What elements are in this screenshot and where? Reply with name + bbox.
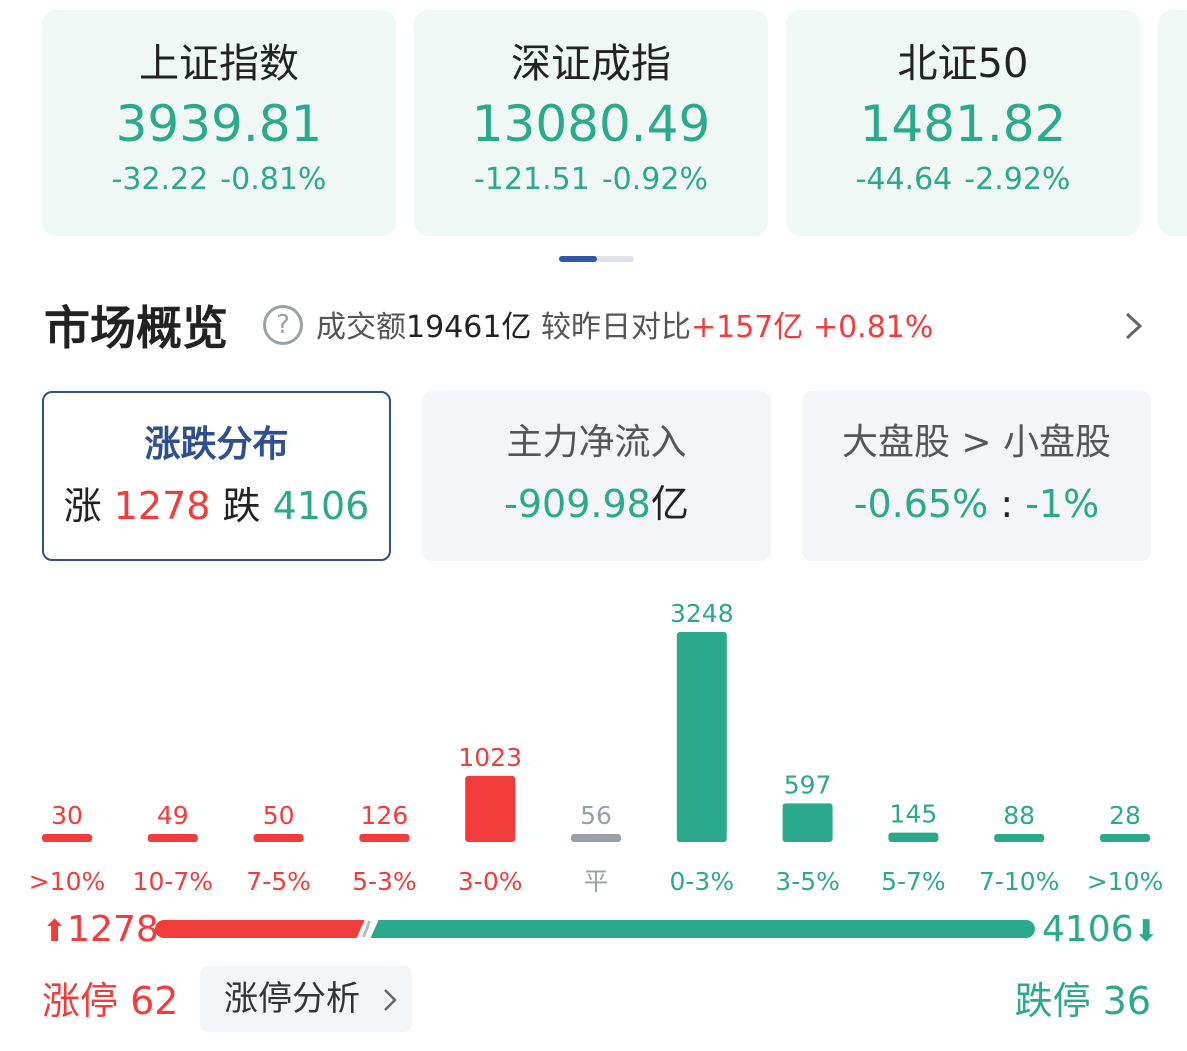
index-change: -32.22 -0.81% [42,162,396,198]
index-change-pct: -2.92% [964,162,1071,197]
inflow-value: -909.98 [504,482,651,526]
bar-value-label: 28 [1109,801,1141,830]
category-label: >10% [1087,867,1164,896]
index-card-bse50[interactable]: 北证50 1481.82 -44.64 -2.92% [786,10,1140,236]
down-total: 4106⬇ [1042,908,1159,954]
bar-value-label: 49 [157,801,189,830]
index-change-points: -44.64 [855,162,953,197]
turnover-label: 成交额 [316,310,406,345]
index-name: 北证50 [897,41,1029,87]
analysis-label: 涨停分析 [224,979,360,1019]
category-label: 0-3% [670,867,735,896]
index-change-points: -121.51 [474,162,590,197]
limit-up-analysis-button[interactable]: 涨停分析 [200,966,412,1032]
category-label: 3-0% [458,867,523,896]
bar-4 [465,775,516,842]
down-count: 4106 [272,484,370,528]
category-label: 7-5% [246,867,311,896]
bar-value-label: 145 [890,800,938,829]
index-name: 上证指数 [139,41,299,87]
bar-value-label: 126 [361,801,409,830]
index-change-pct: -0.81% [220,162,327,197]
arrow-up-icon: ⬆ [42,914,68,949]
section-title: 市场概览 [44,301,228,355]
category-label: 5-7% [881,867,946,896]
index-name: 深证成指 [511,41,671,87]
up-count: 1278 [113,484,211,528]
carousel-pager-active [559,256,597,262]
chevron-right-icon [384,989,397,1011]
bar-value-label: 1023 [458,743,522,772]
bar-value-label: 30 [51,801,83,830]
bar-10 [1100,834,1150,842]
index-value: 1481.82 [859,95,1067,153]
category-label: 5-3% [352,867,417,896]
index-change-points: -32.22 [111,162,209,197]
bar-value-label: 88 [1003,801,1035,830]
down-ratio-segment [370,920,1035,938]
tab-title: 涨跌分布 [144,424,289,465]
index-value: 3939.81 [115,95,323,153]
index-change: -44.64 -2.92% [786,162,1140,198]
down-label: 跌 [222,484,261,528]
bar-value-label: 56 [580,801,612,830]
compare-pct: +0.81% [812,310,934,345]
bar-1 [147,834,198,842]
bar-value-label: 597 [784,770,832,799]
index-change: -121.51 -0.92% [414,162,768,198]
tab-large-vs-small[interactable]: 大盘股 > 小盘股 -0.65% : -1% [802,391,1151,561]
index-card-szse[interactable]: 深证成指 13080.49 -121.51 -0.92% [414,10,768,236]
tab-distribution[interactable]: 涨跌分布 涨 1278 跌 4106 [42,391,391,561]
index-value: 13080.49 [471,95,711,153]
limit-down-count: 跌停 36 [1014,979,1151,1023]
up-down-ratio-bar [155,920,1035,938]
bar-0 [42,834,92,842]
limit-up-count: 涨停 62 [42,979,179,1023]
tab-title: 主力净流入 [506,422,687,463]
tab-value: -0.65% : -1% [802,481,1151,527]
large-cap-pct: -0.65% [853,482,989,526]
up-total: ⬆1278 [42,908,159,954]
inflow-unit: 亿 [650,482,689,526]
cap-separator: : [1000,482,1014,526]
category-label: 7-10% [979,867,1060,896]
index-card-sse[interactable]: 上证指数 3939.81 -32.22 -0.81% [42,10,396,236]
compare-value: +157亿 [690,310,804,345]
category-label: 3-5% [775,867,840,896]
bar-5 [571,834,621,842]
ratio-divider [362,920,371,938]
category-label: 平 [583,867,608,896]
bar-7 [782,803,833,842]
tab-main-inflow[interactable]: 主力净流入 -909.98亿 [422,391,771,561]
small-cap-pct: -1% [1025,482,1100,526]
up-ratio-segment [155,920,365,938]
overview-stats: 成交额19461亿 较昨日对比+157亿 +0.81% [316,308,933,348]
up-label: 涨 [63,484,102,528]
bar-value-label: 50 [263,801,295,830]
bar-2 [253,834,304,842]
bar-6 [676,632,727,842]
tab-title: 大盘股 > 小盘股 [841,422,1112,463]
turnover-value: 19461亿 [406,310,532,345]
category-label: >10% [29,867,106,896]
tab-value: -909.98亿 [422,481,771,527]
tab-value: 涨 1278 跌 4106 [44,483,389,529]
bar-9 [994,834,1045,842]
chevron-right-icon[interactable] [1118,311,1148,341]
compare-label: 较昨日对比 [540,310,691,345]
bar-value-label: 3248 [670,599,734,628]
arrow-down-icon: ⬇ [1133,914,1159,949]
index-change-pct: -0.92% [601,162,708,197]
category-label: 10-7% [133,867,214,896]
bar-8 [888,832,939,842]
up-total-value: 1278 [67,909,159,950]
down-total-value: 4106 [1042,909,1134,950]
bar-3 [359,833,410,842]
help-icon[interactable]: ? [263,305,303,345]
distribution-chart: 30 >10% 49 10-7% 50 7-5% 126 5-3% 1023 3-0% 56 平 324… [29,599,1164,896]
index-card-next[interactable] [1158,10,1187,236]
